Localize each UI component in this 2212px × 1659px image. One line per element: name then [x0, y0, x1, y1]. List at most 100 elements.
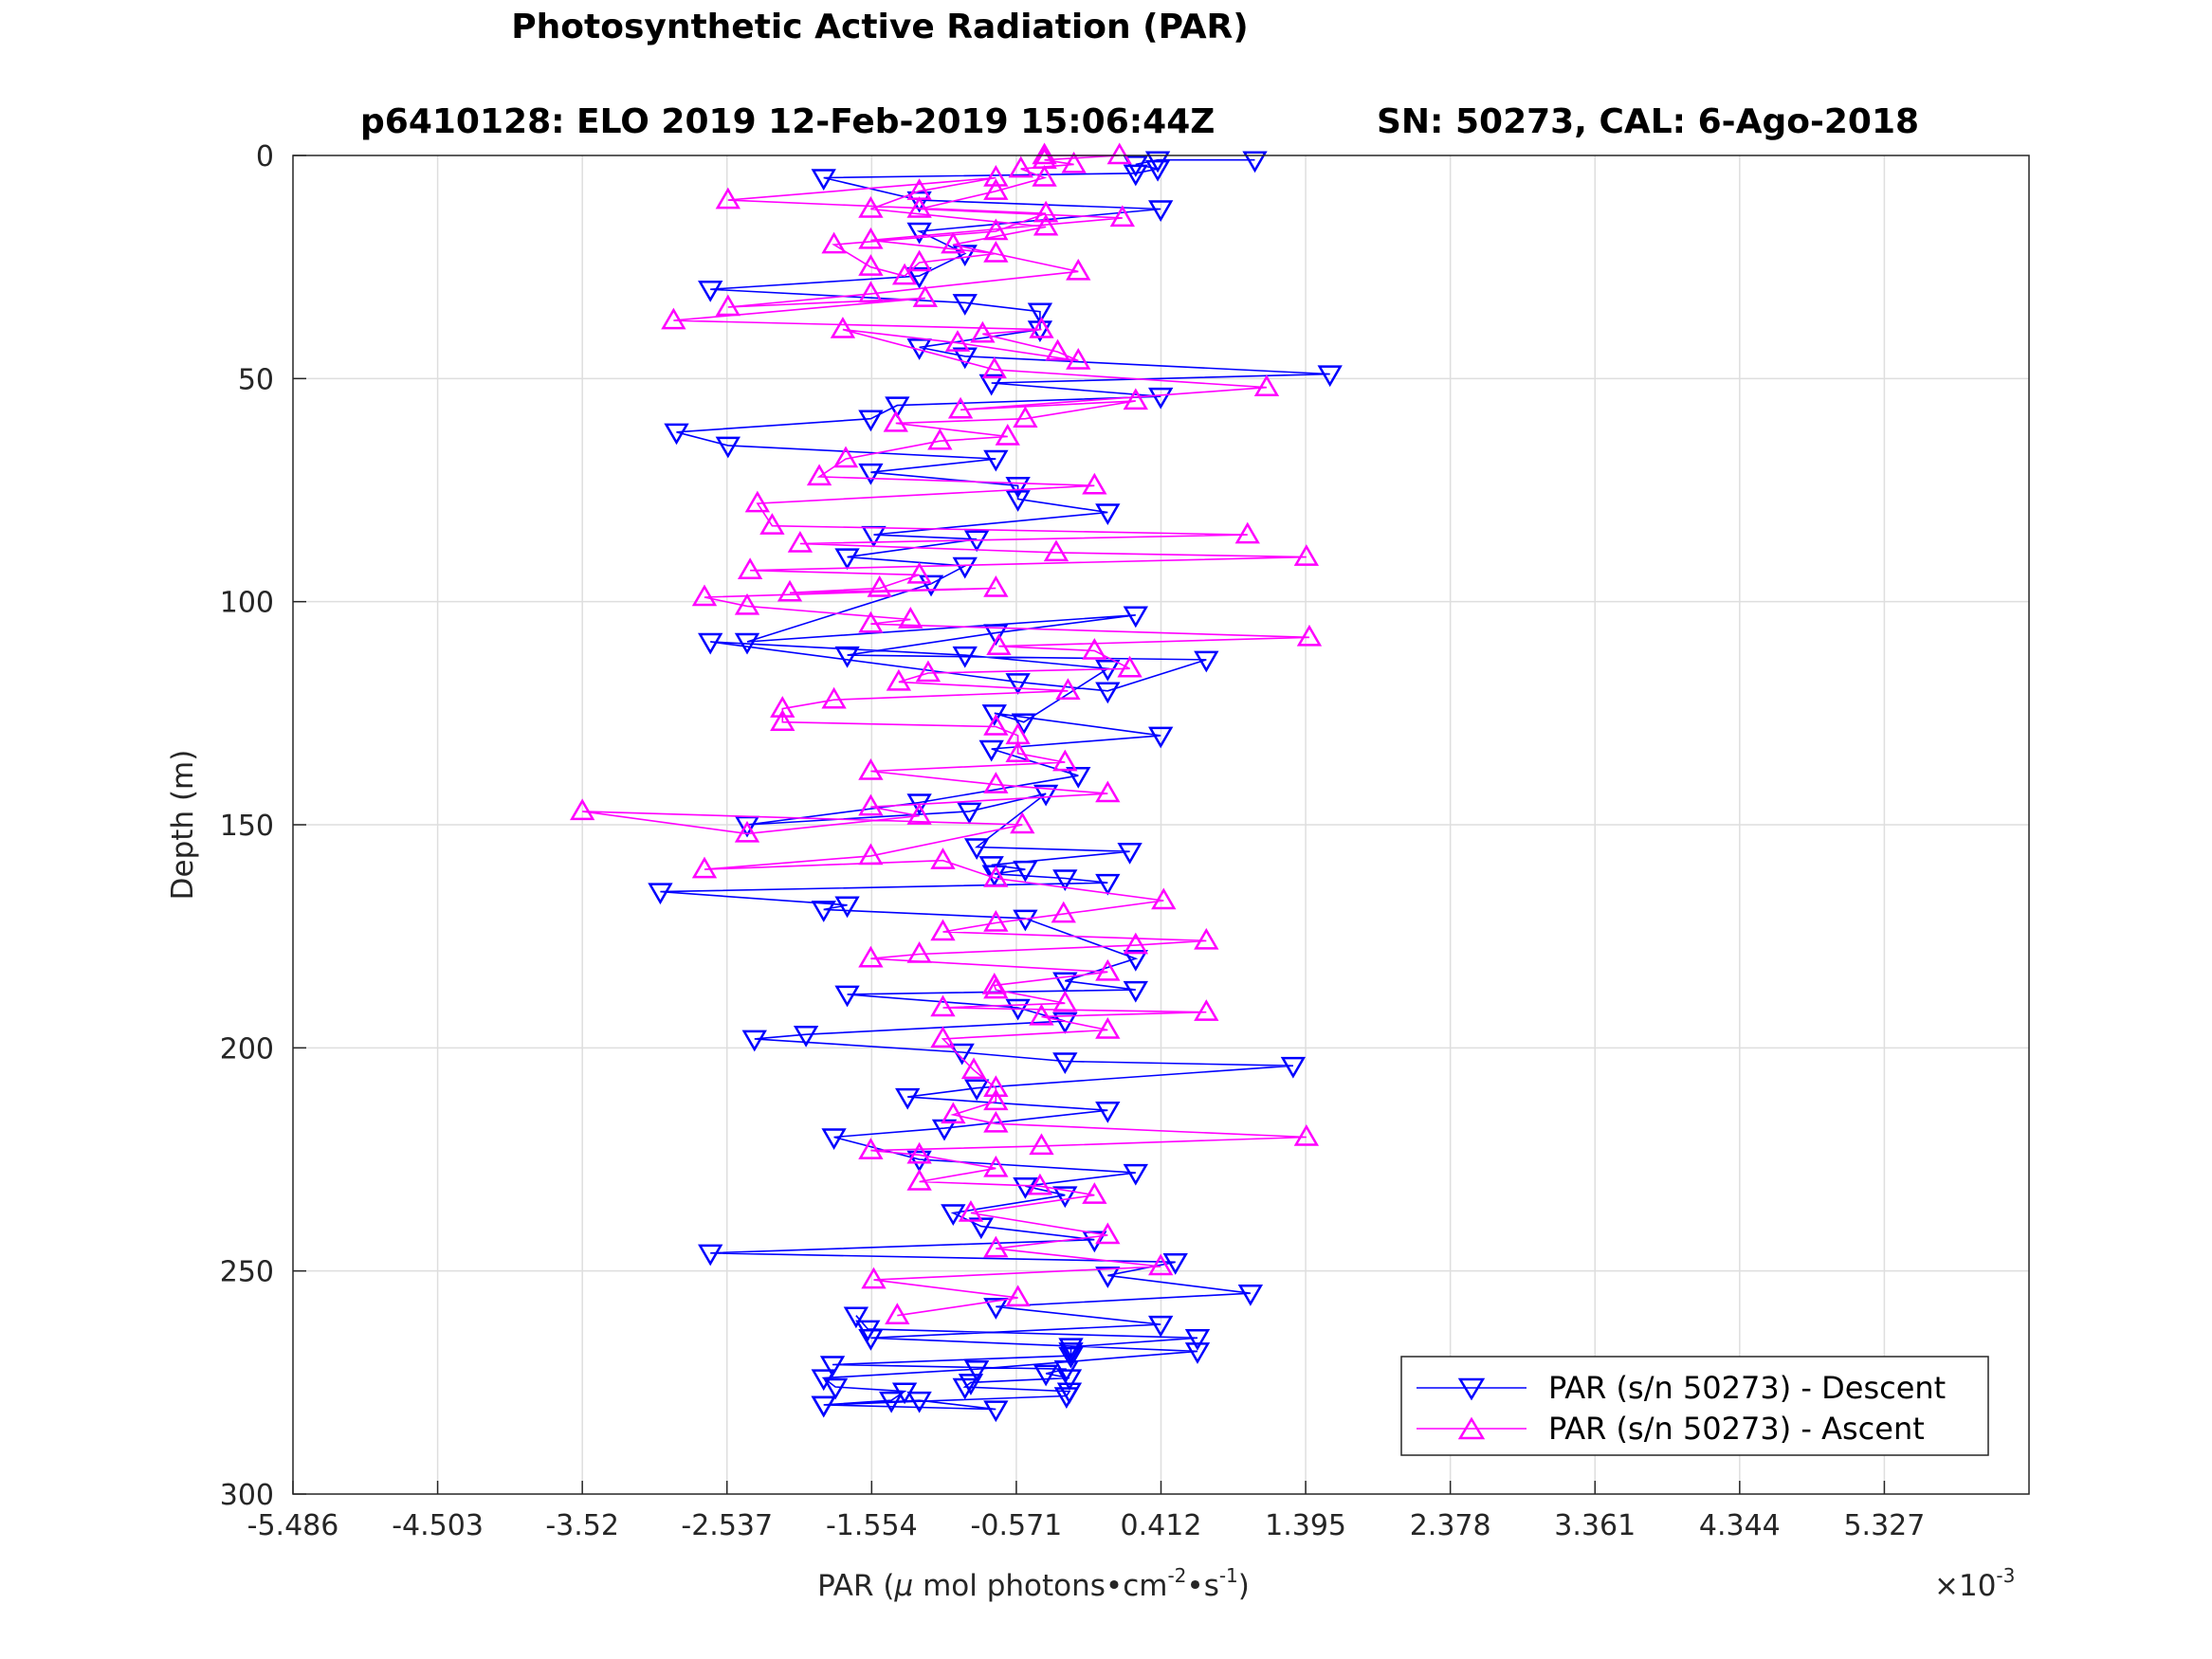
ascent-point — [858, 1138, 884, 1159]
descent-point — [1117, 842, 1143, 865]
x-tick-label: 3.361 — [1554, 1509, 1636, 1542]
descent-point — [1058, 1342, 1084, 1364]
ascent-point — [737, 557, 763, 579]
descent-point — [1123, 164, 1148, 187]
descent-point — [1123, 949, 1148, 972]
ascent-point — [858, 945, 884, 968]
descent-point — [1148, 1315, 1174, 1338]
descent-point — [821, 1128, 847, 1150]
ascent-point — [930, 848, 956, 869]
descent-point — [1237, 1284, 1264, 1306]
descent-point — [819, 1356, 846, 1378]
descent-point — [1058, 1346, 1084, 1369]
descent-point — [952, 646, 978, 668]
x-tick-label: -0.571 — [971, 1509, 1063, 1542]
ascent-point — [1005, 740, 1031, 762]
x-tick-label: 2.378 — [1410, 1509, 1491, 1542]
x-tick-labels: -5.486 -4.503 -3.52 -2.537 -1.554 -0.571 0.412… — [247, 1481, 1925, 1542]
chart-subtitle-right: SN: 50273, CAL: 6-Ago-2018 — [1377, 102, 1919, 141]
descent-point — [698, 1244, 723, 1267]
descent-point — [1005, 490, 1031, 512]
ascent-point — [906, 940, 932, 963]
ascent-point — [821, 686, 847, 709]
ascent-point — [983, 1088, 1009, 1111]
x-tick-label: -1.554 — [826, 1509, 918, 1542]
ascent-point — [983, 910, 1009, 932]
descent-point — [1162, 1253, 1188, 1275]
ascent-point — [1151, 887, 1177, 910]
ascent-point — [1234, 521, 1260, 544]
ascent-point — [886, 668, 912, 691]
ascent-point — [777, 579, 803, 602]
descent-point — [715, 436, 741, 459]
ascent-point — [983, 1155, 1009, 1177]
ascent-point — [906, 195, 932, 218]
ascent-point — [770, 696, 795, 718]
ascent-point — [661, 307, 686, 330]
ascent-point — [944, 330, 971, 352]
ascent-point — [858, 254, 884, 276]
ascent-point — [1109, 205, 1135, 228]
ascent-point — [1033, 200, 1059, 223]
descent-point — [1123, 980, 1148, 1003]
ascent-point — [830, 317, 856, 338]
x-tick-label: -3.52 — [545, 1509, 619, 1542]
descent-point — [1123, 606, 1148, 629]
descent-point — [1242, 151, 1268, 173]
ascent-point — [1061, 151, 1087, 173]
ascent-point — [983, 772, 1009, 793]
descent-point — [918, 574, 944, 597]
descent-point — [1095, 1267, 1121, 1288]
descent-point — [1033, 1364, 1059, 1387]
ascent-point — [858, 758, 884, 780]
ascent-point — [930, 919, 956, 941]
descent-point — [878, 1391, 905, 1413]
x-tick-label: 5.327 — [1843, 1509, 1925, 1542]
ascent-point — [1293, 544, 1320, 566]
ascent-point — [906, 561, 932, 584]
ascent-point — [1117, 655, 1143, 678]
descent-point — [822, 1377, 849, 1400]
ascent-point — [1045, 338, 1070, 361]
ascent-point — [986, 633, 1012, 655]
descent-point — [1056, 1369, 1083, 1392]
descent-point — [906, 266, 932, 289]
ascent-point — [806, 464, 832, 486]
descent-point — [1053, 1359, 1080, 1382]
ascent-point — [569, 798, 595, 821]
ascent-point — [898, 606, 923, 629]
descent-point — [983, 1400, 1009, 1423]
descent-point — [983, 1298, 1009, 1320]
ascent-point — [734, 592, 760, 615]
x-tick-label: 0.412 — [1121, 1509, 1202, 1542]
descent-point — [1033, 784, 1059, 807]
y-tick-label: 100 — [220, 587, 274, 620]
x-axis-label: PAR (μ mol photons•cm-2•s-1) — [817, 1564, 1250, 1603]
ascent-point — [981, 356, 1007, 379]
descent-point — [983, 449, 1009, 472]
descent-point — [793, 1025, 819, 1048]
ascent-point — [983, 165, 1009, 187]
ascent-point — [885, 1303, 910, 1324]
ascent-point — [715, 294, 741, 317]
ascent-point — [867, 575, 892, 597]
descent-point — [1005, 673, 1031, 695]
descent-point — [906, 1391, 932, 1413]
ascent-point — [787, 530, 814, 553]
legend: PAR (s/n 50273) - Descent PAR (s/n 50273… — [1400, 1356, 1989, 1456]
descent-point — [811, 1395, 836, 1418]
ascent-point — [858, 281, 884, 303]
y-tick-label: 0 — [256, 140, 274, 173]
legend-descent-marker-icon — [1457, 1377, 1486, 1401]
descent-point — [1013, 860, 1038, 883]
descent-point — [906, 1150, 932, 1173]
descent-point — [1095, 660, 1121, 682]
descent-point — [1013, 1176, 1038, 1199]
descent-point — [834, 548, 860, 571]
descent-point — [952, 1377, 978, 1400]
ascent-point — [821, 231, 847, 254]
descent-point — [858, 1329, 884, 1351]
descent-point — [952, 245, 978, 267]
descent-point — [906, 222, 932, 245]
